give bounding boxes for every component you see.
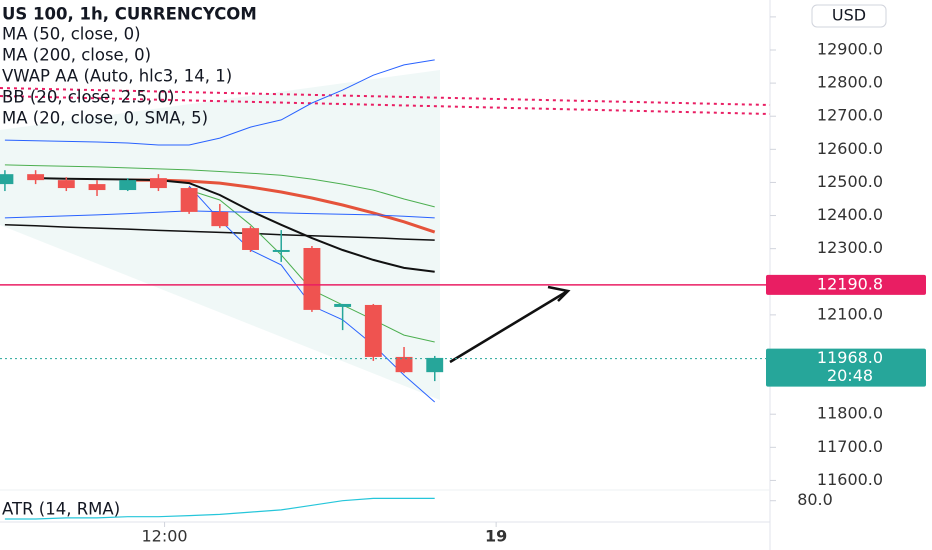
candle-body [211,211,229,227]
candle-body [334,303,352,307]
trend-line [0,95,771,115]
indicator-line [4,164,435,208]
candle-body [27,174,45,181]
x-tick-label: 12:00 [142,527,188,546]
candle-body [242,228,259,250]
band-fill [0,70,440,400]
y-tick-label: 12500.0 [817,172,883,191]
indicator-line [127,178,436,234]
candle-body [149,178,167,189]
y-tick-label: 12900.0 [817,39,883,58]
y-tick-label: 12400.0 [817,205,883,224]
legend-entry: MA (50, close, 0) [2,25,141,44]
x-tick-label: 19 [485,527,507,546]
last-price-tag [766,348,926,387]
legend-entry: VWAP AA (Auto, hlc3, 14, 1) [2,67,232,86]
currency-button[interactable] [811,4,887,28]
candle-body [395,356,413,373]
candle-body [364,304,382,357]
y-tick-label: 12800.0 [817,73,883,92]
y-tick-label: 11600.0 [817,470,883,489]
arrow-head [547,285,571,302]
arrow [449,290,567,364]
legend-entry: MA (20, close, 0, SMA, 5) [2,109,208,128]
price-tag [766,274,926,295]
indicator-line [35,177,435,273]
indicator-line [4,59,435,146]
candle-body [88,184,106,191]
chart-title: US 100, 1h, CURRENCYCOM [2,5,257,24]
legend-entry: MA (200, close, 0) [2,46,151,65]
y-tick-label: 12600.0 [817,139,883,158]
trend-line [0,87,771,106]
candle-body [57,180,75,189]
indicator-line [4,224,435,241]
candle-body [180,188,198,212]
candle-body [0,174,14,185]
atr-tick-label: 80.0 [797,490,833,509]
plot [0,59,444,403]
candle-body [426,357,444,373]
y-tick-label: 11800.0 [817,404,883,423]
atr-line [4,497,435,520]
currency[interactable]: USD [832,6,866,25]
legend-entry: BB (20, close, 2.5, 0) [2,88,174,107]
candle-body [119,180,137,191]
last-price-label: 11968.0 [817,348,883,367]
atr-label: ATR (14, RMA) [2,500,120,519]
legend: US 100, 1h, CURRENCYCOM MA (50, close, 0… [2,5,257,128]
y-tick-label: 12700.0 [817,106,883,125]
y-tick-label: 12100.0 [817,304,883,323]
price-tag-label: 12190.8 [817,274,883,293]
countdown: 20:48 [827,366,873,385]
candle-body [272,249,290,252]
y-tick-label: 12300.0 [817,238,883,257]
candle-body [303,247,321,310]
y-tick-label: 11700.0 [817,437,883,456]
